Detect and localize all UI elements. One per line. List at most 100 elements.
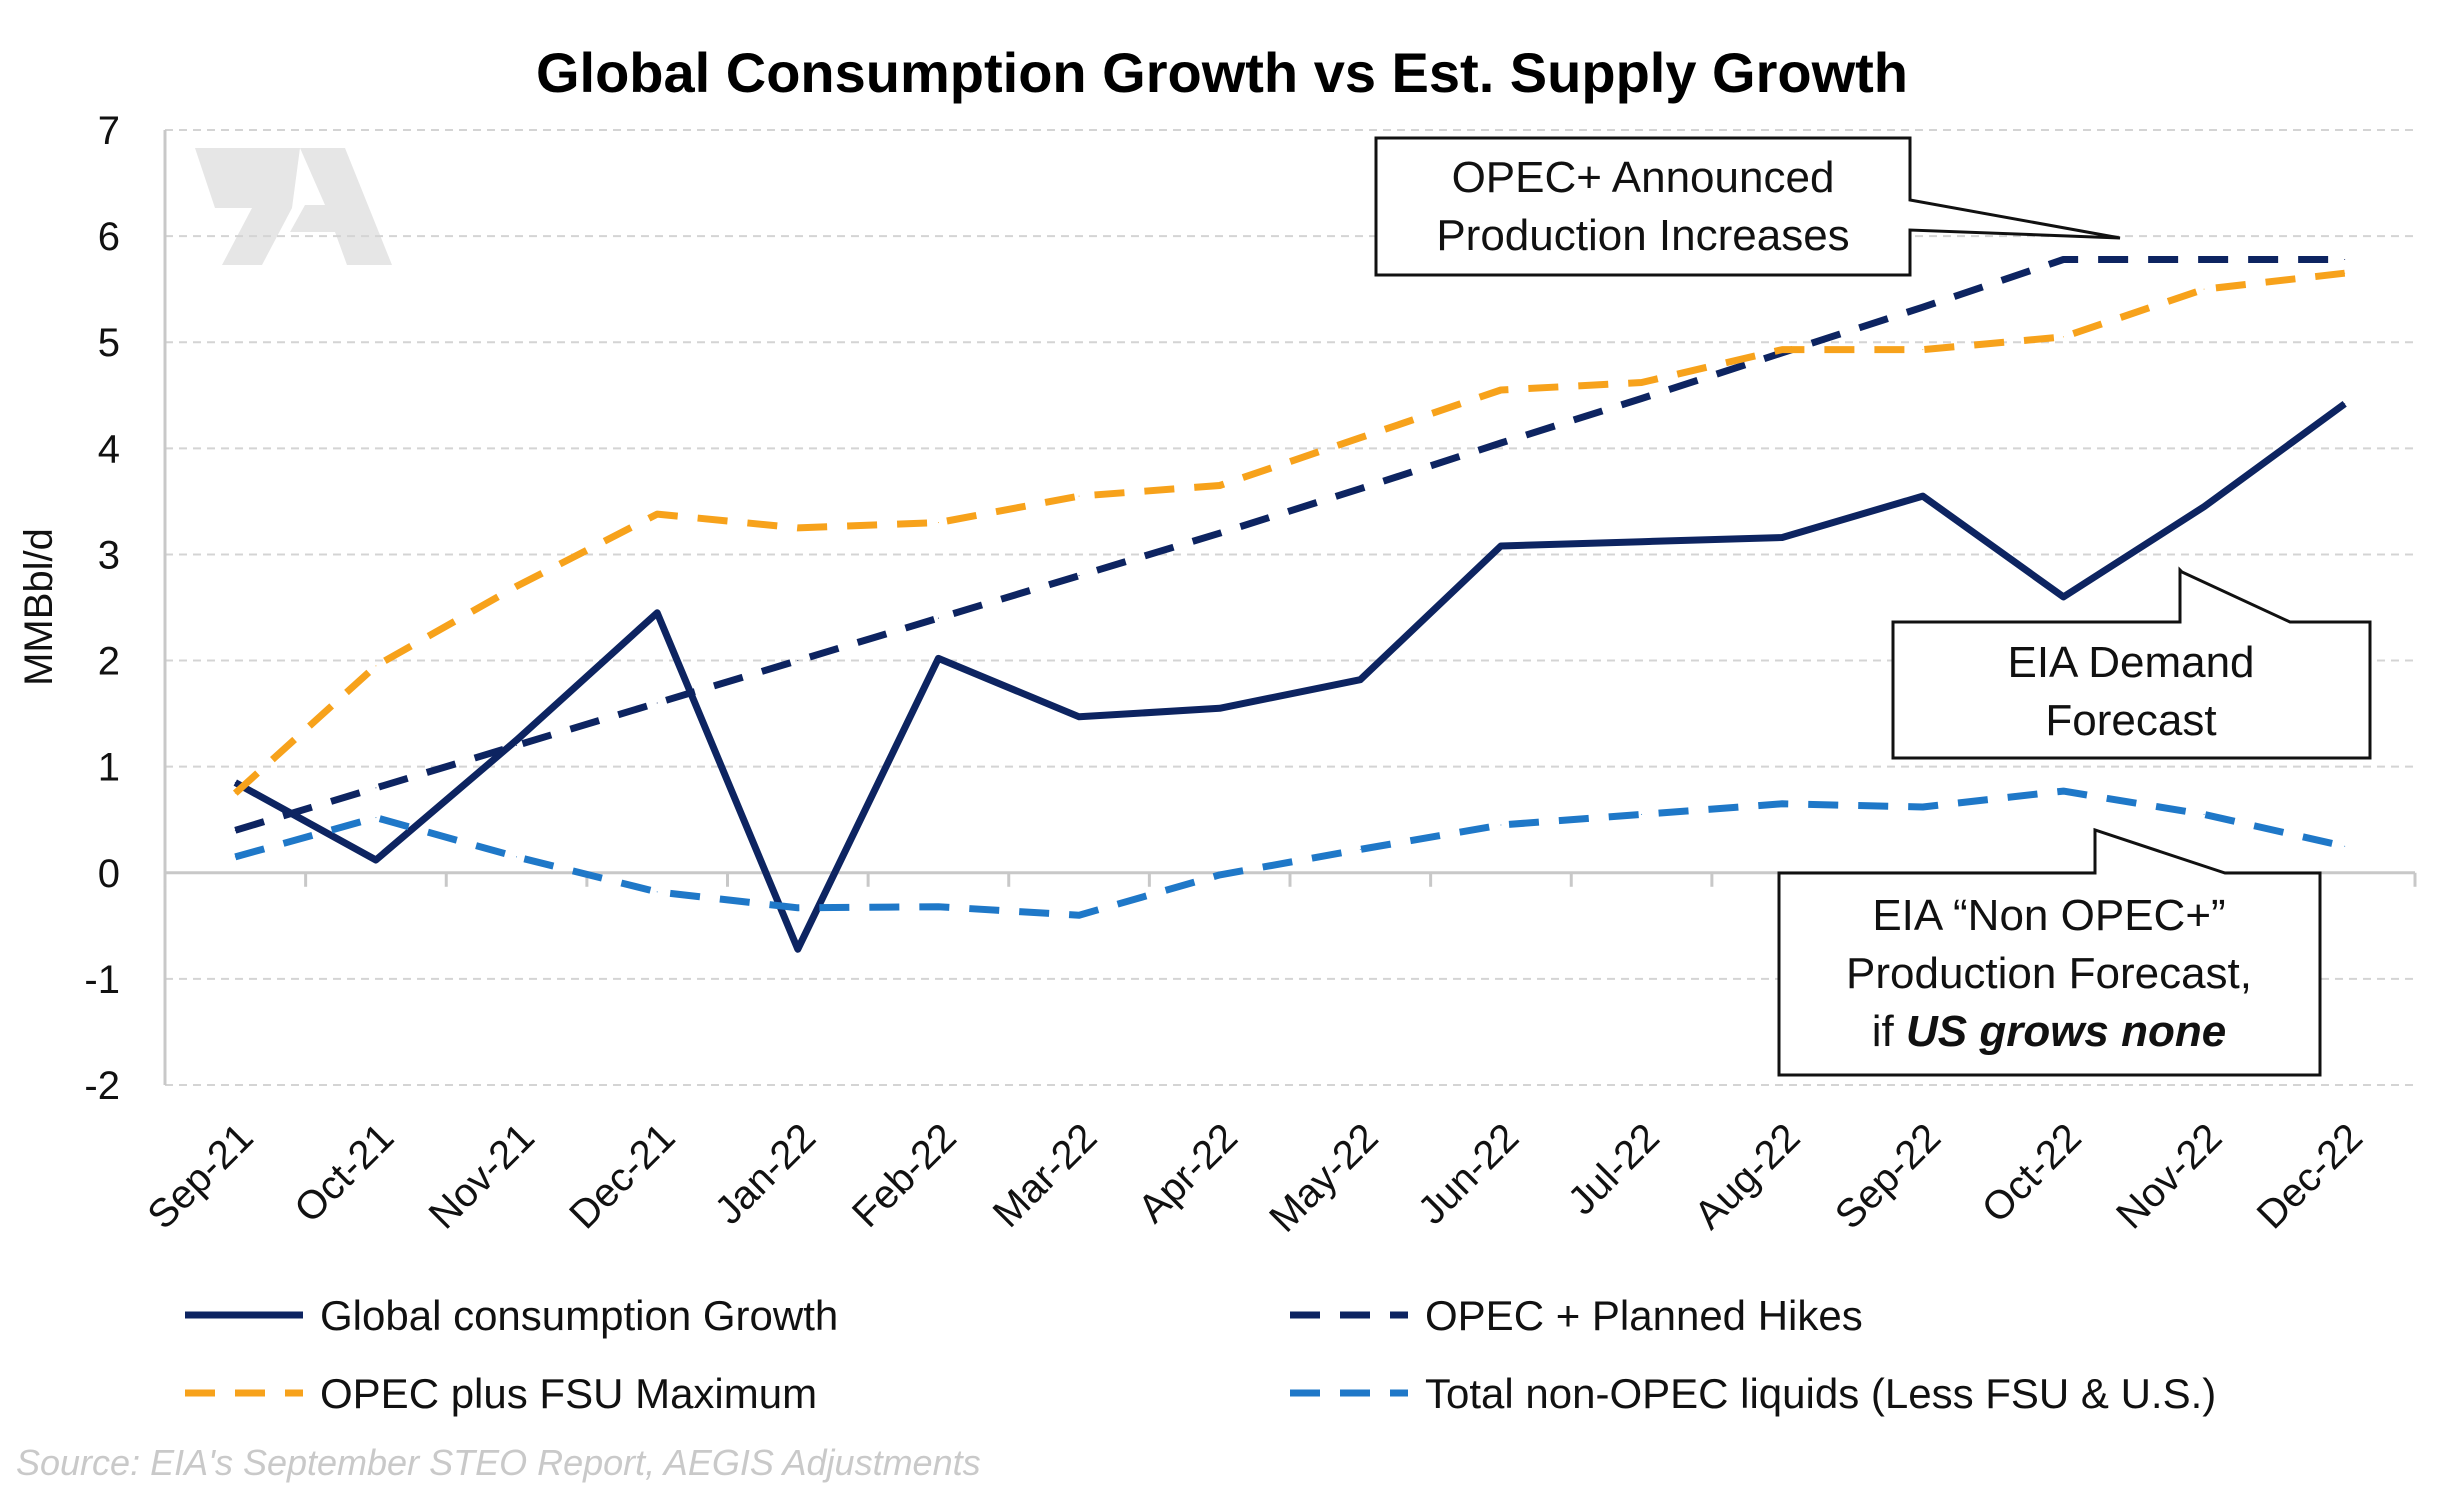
data-point (656, 891, 658, 893)
data-point (1922, 349, 1924, 351)
data-point (2344, 403, 2346, 405)
data-point (2203, 288, 2205, 290)
callout-eia-non-opec-line-3: if US grows none (1872, 1007, 2226, 1056)
x-tick-label: Sep-21 (139, 1115, 261, 1237)
x-tick-label: Apr-22 (1130, 1115, 1246, 1231)
data-point (1641, 382, 1643, 384)
grid (165, 129, 2415, 1086)
callout-eia-non-opec-line-1: EIA “Non OPEC+” (1872, 891, 2225, 940)
series-line-3 (234, 787, 2346, 919)
data-point (2344, 845, 2346, 847)
y-tick-label: -2 (84, 1064, 120, 1108)
legend-label: Total non-OPEC liquids (Less FSU & U.S.) (1425, 1370, 2216, 1417)
data-point (375, 817, 377, 819)
data-point (516, 856, 518, 858)
callout-eia-demand: EIA Demand Forecast (1891, 566, 2372, 760)
data-point (375, 665, 377, 667)
data-point (2062, 258, 2064, 260)
callout-eia-non-opec-line-2: Production Forecast, (1846, 949, 2252, 998)
data-point (937, 522, 939, 524)
data-point (1500, 545, 1502, 547)
y-axis-title: MMBbl/d (17, 528, 61, 686)
data-point (656, 702, 658, 704)
data-point (2203, 506, 2205, 508)
y-tick-label: 5 (98, 321, 120, 365)
series-line-2 (232, 269, 2346, 796)
legend-label: OPEC plus FSU Maximum (320, 1370, 817, 1417)
data-point (2203, 258, 2205, 260)
data-point (1219, 532, 1221, 534)
watermark-logo (195, 148, 392, 265)
callout-eia-demand-line-1: EIA Demand (2007, 638, 2254, 687)
data-point (1219, 874, 1221, 876)
data-point (1781, 536, 1783, 538)
legend-label: Global consumption Growth (320, 1292, 838, 1339)
data-point (2062, 790, 2064, 792)
data-point (797, 660, 799, 662)
x-tick-label: Feb-22 (844, 1115, 965, 1236)
data-point (1078, 575, 1080, 577)
x-tick-label: Nov-21 (421, 1115, 543, 1237)
y-tick-label: 6 (98, 215, 120, 259)
data-point (797, 527, 799, 529)
x-tick-label: Dec-21 (561, 1115, 683, 1237)
y-tick-label: 4 (98, 427, 120, 471)
data-point (656, 513, 658, 515)
data-point (2344, 258, 2346, 260)
data-point (1078, 716, 1080, 718)
chart-title: Global Consumption Growth vs Est. Supply… (536, 41, 1908, 104)
data-point (797, 948, 799, 950)
x-tick-label: May-22 (1261, 1115, 1386, 1240)
data-point (1219, 484, 1221, 486)
callout-eia-non-opec-prefix: if (1872, 1007, 1906, 1056)
x-tick-label: Dec-22 (2249, 1115, 2371, 1237)
y-tick-label: 0 (98, 852, 120, 896)
data-point (1500, 389, 1502, 391)
y-tick-label: 2 (98, 640, 120, 684)
legend: Global consumption Growth OPEC + Planned … (185, 1292, 2216, 1417)
data-point (1078, 914, 1080, 916)
data-point (375, 787, 377, 789)
data-point (1359, 437, 1361, 439)
x-tick-label: Sep-22 (1827, 1115, 1949, 1237)
data-point (1922, 495, 1924, 497)
series-line-0 (233, 400, 2347, 953)
data-point (234, 782, 236, 784)
y-tick-label: 1 (98, 746, 120, 790)
source-note: Source: EIA's September STEO Report, AEG… (16, 1442, 981, 1483)
callout-eia-non-opec: EIA “Non OPEC+” Production Forecast, if … (1777, 827, 2322, 1077)
x-tick-label: Jun-22 (1410, 1115, 1528, 1233)
y-tick-label: -1 (84, 958, 120, 1002)
data-point (1922, 806, 1924, 808)
data-point (937, 906, 939, 908)
data-point (234, 792, 236, 794)
data-point (2062, 596, 2064, 598)
data-point (2344, 272, 2346, 274)
x-tick-label: Nov-22 (2108, 1115, 2230, 1237)
data-point (1781, 349, 1783, 351)
callout-opec-announced-line-1: OPEC+ Announced (1452, 153, 1835, 202)
data-point (937, 617, 939, 619)
x-tick-label: Jul-22 (1560, 1115, 1668, 1223)
callout-opec-announced: OPEC+ Announced Production Increases (1374, 136, 2121, 277)
data-point (2062, 336, 2064, 338)
x-tick-label: Aug-22 (1686, 1115, 1808, 1237)
data-point (1641, 541, 1643, 543)
data-point (516, 585, 518, 587)
data-point (1641, 397, 1643, 399)
data-point (1078, 495, 1080, 497)
data-point (1359, 679, 1361, 681)
data-point (1641, 813, 1643, 815)
data-point (516, 744, 518, 746)
callout-eia-demand-line-2: Forecast (2045, 696, 2216, 745)
data-point (1219, 707, 1221, 709)
data-point (516, 739, 518, 741)
callout-opec-announced-line-2: Production Increases (1436, 211, 1849, 260)
data-point (234, 829, 236, 831)
data-point (656, 612, 658, 614)
data-point (1922, 306, 1924, 308)
data-point (2203, 813, 2205, 815)
data-point (375, 859, 377, 861)
series-line-1 (234, 256, 2345, 834)
